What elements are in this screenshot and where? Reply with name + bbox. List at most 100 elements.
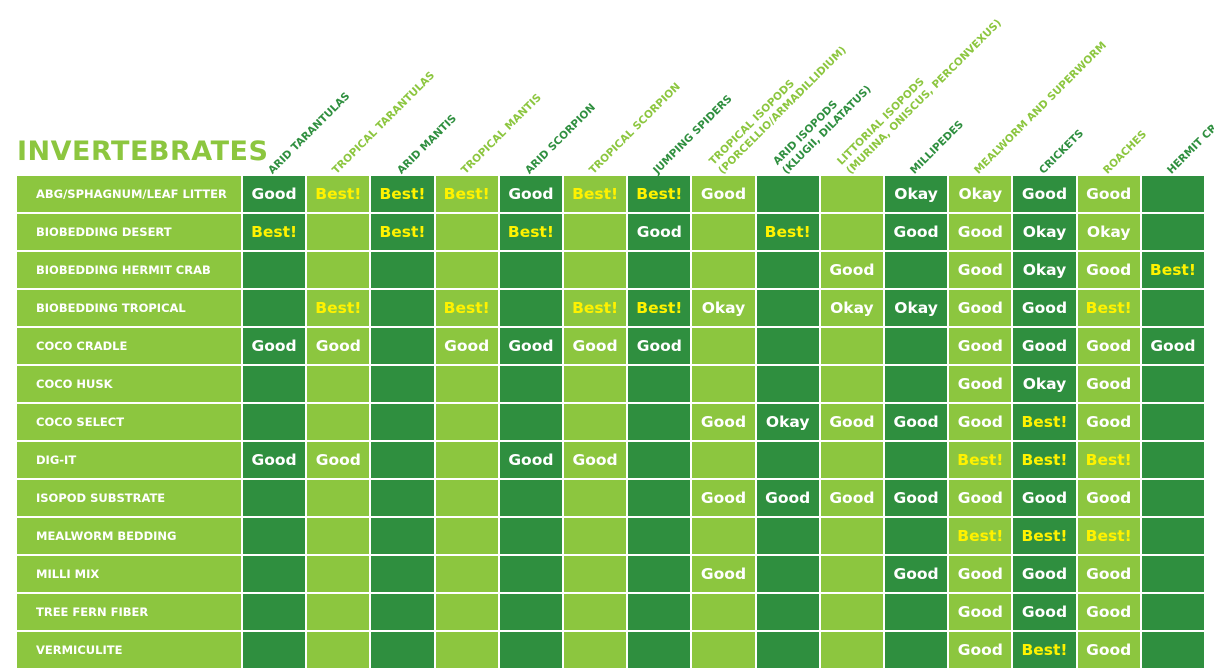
table-cell <box>756 556 819 592</box>
table-cell <box>371 442 434 478</box>
table-cell <box>692 366 755 402</box>
table-cell <box>1141 442 1204 478</box>
table-cell <box>1141 480 1204 516</box>
table-cell <box>499 632 562 668</box>
table-cell <box>1141 404 1204 440</box>
table-cell <box>628 518 691 554</box>
table-cell <box>243 556 306 592</box>
table-cell <box>243 480 306 516</box>
table-cell: Best! <box>1013 442 1076 478</box>
table-cell <box>307 632 370 668</box>
table-cell: Good <box>628 328 691 364</box>
table-cell <box>564 556 627 592</box>
column-header-2: ARID MANTIS <box>395 113 460 178</box>
row-label: MEALWORM BEDDING <box>17 518 241 554</box>
table-cell: Good <box>1077 594 1140 630</box>
table-cell <box>820 442 883 478</box>
table-cell: Best! <box>1077 518 1140 554</box>
table-cell <box>1141 594 1204 630</box>
table-cell: Good <box>949 480 1012 516</box>
row-label: BIOBEDDING TROPICAL <box>17 290 241 326</box>
column-header-line: MEALWORM AND SUPERWORM <box>972 39 1110 177</box>
column-header-11: MEALWORM AND SUPERWORM <box>972 40 1110 178</box>
table-cell: Good <box>949 556 1012 592</box>
table-cell <box>307 214 370 250</box>
column-header-line: HERMIT CRABS <box>1164 105 1214 177</box>
table-cell <box>885 518 948 554</box>
table-cell <box>435 366 498 402</box>
table-cell: Okay <box>820 290 883 326</box>
row-label: MILLI MIX <box>17 556 241 592</box>
table-cell <box>371 594 434 630</box>
table-cell: Good <box>1013 594 1076 630</box>
table-cell: Good <box>949 366 1012 402</box>
table-cell: Good <box>1077 328 1140 364</box>
column-header-14: HERMIT CRABS <box>1165 105 1214 177</box>
table-cell: Best! <box>307 176 370 212</box>
table-cell <box>564 518 627 554</box>
table-cell: Good <box>1077 252 1140 288</box>
row-label: TREE FERN FIBER <box>17 594 241 630</box>
table-cell: Good <box>949 214 1012 250</box>
table-cell <box>435 480 498 516</box>
table-cell <box>820 328 883 364</box>
table-cell: Best! <box>756 214 819 250</box>
table-cell <box>307 252 370 288</box>
table-cell <box>885 252 948 288</box>
table-cell: Good <box>820 404 883 440</box>
table-cell <box>371 328 434 364</box>
table-cell <box>885 632 948 668</box>
table-cell: Okay <box>949 176 1012 212</box>
table-cell <box>756 518 819 554</box>
table-cell <box>435 404 498 440</box>
table-cell: Good <box>307 328 370 364</box>
table-cell <box>371 518 434 554</box>
table-cell: Good <box>1077 480 1140 516</box>
table-cell <box>564 480 627 516</box>
column-header-line: TROPICAL TARANTULAS <box>330 69 438 177</box>
table-cell <box>820 594 883 630</box>
table-cell: Best! <box>1141 252 1204 288</box>
table-cell: Good <box>756 480 819 516</box>
chart-title: INVERTEBRATES <box>17 136 269 167</box>
table-cell <box>628 404 691 440</box>
table-cell: Okay <box>1013 366 1076 402</box>
table-cell: Okay <box>885 290 948 326</box>
table-cell: Good <box>949 252 1012 288</box>
table-cell <box>564 366 627 402</box>
table-cell <box>756 176 819 212</box>
table-cell: Best! <box>435 290 498 326</box>
table-cell <box>435 632 498 668</box>
table-cell <box>499 404 562 440</box>
table-cell: Good <box>499 442 562 478</box>
table-cell <box>756 252 819 288</box>
table-cell: Good <box>820 252 883 288</box>
table-cell: Good <box>949 594 1012 630</box>
table-cell <box>1141 632 1204 668</box>
table-cell: Good <box>1013 290 1076 326</box>
table-cell: Good <box>499 176 562 212</box>
column-header-line: CRICKETS <box>1036 127 1086 177</box>
table-cell: Good <box>1077 366 1140 402</box>
table-cell: Good <box>885 556 948 592</box>
table-cell <box>820 556 883 592</box>
row-label: BIOBEDDING HERMIT CRAB <box>17 252 241 288</box>
table-cell <box>371 366 434 402</box>
table-cell: Good <box>949 632 1012 668</box>
table-cell: Good <box>949 290 1012 326</box>
table-cell <box>756 366 819 402</box>
table-cell <box>628 594 691 630</box>
table-cell: Good <box>1013 480 1076 516</box>
table-cell: Best! <box>1077 442 1140 478</box>
table-cell <box>692 594 755 630</box>
table-cell <box>435 214 498 250</box>
table-cell: Good <box>564 328 627 364</box>
table-cell <box>243 252 306 288</box>
table-cell: Good <box>499 328 562 364</box>
table-cell: Good <box>435 328 498 364</box>
table-cell <box>564 214 627 250</box>
table-cell <box>435 556 498 592</box>
column-header-13: ROACHES <box>1101 128 1150 177</box>
table-cell <box>307 404 370 440</box>
